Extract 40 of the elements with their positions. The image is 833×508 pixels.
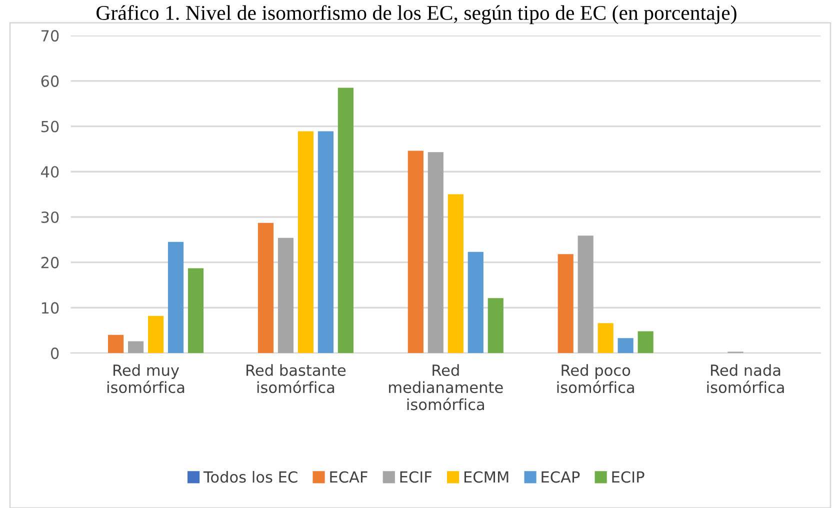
bar xyxy=(408,150,424,354)
y-tick-label: 40 xyxy=(41,166,59,178)
x-tick-label: Red nada isomórfica xyxy=(707,364,784,394)
legend-label: ECIP xyxy=(612,471,644,483)
y-tick-label: 50 xyxy=(41,120,59,132)
bar xyxy=(468,252,484,354)
legend-label: ECAF xyxy=(330,471,368,483)
bar xyxy=(168,242,184,354)
bar xyxy=(108,334,124,354)
bar xyxy=(298,131,314,354)
bar xyxy=(488,298,504,354)
y-tick-label: 70 xyxy=(42,30,59,42)
bar xyxy=(128,341,144,354)
x-tick-label: Red medianamente isomórfica xyxy=(389,364,503,410)
x-tick-label: Red bastante isomórfica xyxy=(246,364,346,394)
y-tick-label: 30 xyxy=(41,211,59,224)
legend-label: ECAP xyxy=(542,471,580,483)
legend-label: ECMM xyxy=(464,471,508,483)
bar xyxy=(318,131,334,354)
legend-label: ECIF xyxy=(400,471,432,483)
y-tick-label: 60 xyxy=(41,75,59,87)
bar xyxy=(638,331,654,354)
y-tick-label: 10 xyxy=(42,302,59,314)
bar xyxy=(618,338,634,354)
bar xyxy=(338,88,354,354)
bar xyxy=(448,194,464,354)
bar xyxy=(188,268,204,354)
bar xyxy=(258,222,274,354)
bar xyxy=(148,316,164,354)
bar xyxy=(578,236,594,354)
x-tick-label: Red poco isomórfica xyxy=(557,364,634,394)
y-tick-label: 20 xyxy=(41,256,59,268)
y-tick-label: 0 xyxy=(50,348,59,360)
chart-title: Gráfico 1. Nivel de isomorfismo de los EC, según tipo de EC (en porcentaje) xyxy=(96,5,736,24)
bar xyxy=(428,152,444,354)
bar xyxy=(598,323,614,354)
bar xyxy=(558,254,574,354)
x-tick-label: Red muy isomórfica xyxy=(107,364,184,394)
bar xyxy=(278,238,294,354)
legend-label: Todos los EC xyxy=(203,470,298,483)
